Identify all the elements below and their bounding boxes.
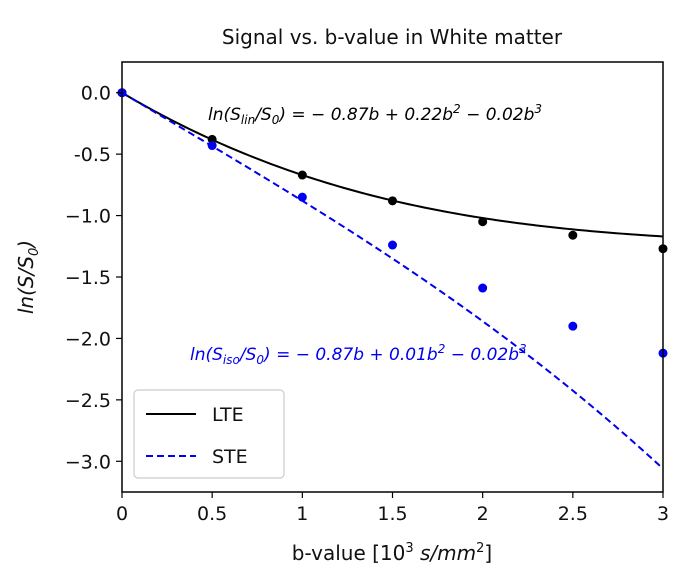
x-tick-label: 0 (116, 503, 128, 525)
x-tick-label: 2 (477, 503, 489, 525)
data-points (117, 88, 668, 358)
y-tick-label: −2.0 (65, 328, 111, 350)
x-tick-label: 2.5 (558, 503, 588, 525)
point-ste (388, 240, 397, 250)
legend-label-ste: STE (212, 446, 248, 468)
point-lte (388, 196, 397, 206)
y-tick-label: −3.0 (65, 451, 111, 473)
point-lte (478, 217, 488, 227)
y-tick-label: −2.5 (65, 390, 111, 412)
point-ste (568, 321, 578, 331)
x-axis-ticks: 0 0.5 1 1.5 2 2.5 3 (116, 492, 669, 525)
point-ste (297, 192, 307, 202)
ste-equation: ln(Siso/S0) = − 0.87b + 0.01b2 − 0.02b3 (190, 342, 527, 367)
x-tick-label: 1 (296, 503, 308, 525)
y-tick-label: 0.0 (81, 83, 111, 105)
legend-label-lte: LTE (212, 404, 244, 426)
point-lte (297, 170, 307, 180)
y-axis-ticks: 0.0 -0.5 −1.0 −1.5 −2.0 −2.5 −3.0 (65, 83, 122, 473)
y-tick-label: −1.0 (65, 206, 111, 228)
lte-equation: ln(Slin/S0) = − 0.87b + 0.22b2 − 0.02b3 (208, 102, 542, 127)
point-ste (478, 283, 488, 293)
x-tick-label: 1.5 (377, 503, 407, 525)
y-tick-label: −1.5 (65, 267, 111, 289)
point-lte (568, 230, 578, 240)
y-axis-label: ln(S/S0) (14, 240, 42, 314)
x-axis-label: b-value [103 s/mm2] (292, 541, 492, 565)
x-tick-label: 0.5 (197, 503, 227, 525)
point-ste (207, 141, 217, 151)
x-tick-label: 3 (657, 503, 669, 525)
legend-box (133, 389, 285, 479)
y-tick-label: -0.5 (74, 144, 111, 166)
chart-title: Signal vs. b-value in White matter (222, 25, 563, 49)
legend: LTE STE (133, 389, 285, 479)
